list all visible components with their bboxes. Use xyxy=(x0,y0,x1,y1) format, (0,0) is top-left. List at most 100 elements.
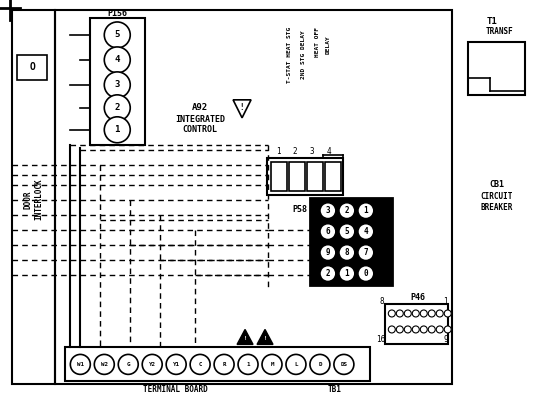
Circle shape xyxy=(444,310,451,317)
Circle shape xyxy=(238,354,258,374)
Text: G: G xyxy=(126,362,130,367)
Text: 1: 1 xyxy=(443,297,448,306)
Polygon shape xyxy=(233,100,251,118)
Circle shape xyxy=(118,354,138,374)
Circle shape xyxy=(428,310,435,317)
Text: W1: W1 xyxy=(77,362,84,367)
Text: 9: 9 xyxy=(326,248,330,257)
Text: 1: 1 xyxy=(276,147,280,156)
Text: TRANSF: TRANSF xyxy=(486,27,514,36)
Circle shape xyxy=(320,224,336,240)
Circle shape xyxy=(286,354,306,374)
Text: M: M xyxy=(270,362,274,367)
Circle shape xyxy=(320,265,336,282)
Text: 2: 2 xyxy=(293,147,297,156)
Text: O: O xyxy=(29,62,35,72)
Text: Y2: Y2 xyxy=(148,362,156,367)
Text: 9: 9 xyxy=(443,335,448,344)
Circle shape xyxy=(436,310,443,317)
Text: Y1: Y1 xyxy=(173,362,179,367)
Polygon shape xyxy=(257,329,273,344)
Text: L: L xyxy=(294,362,297,367)
Circle shape xyxy=(412,326,419,333)
Text: D: D xyxy=(318,362,322,367)
Text: TB1: TB1 xyxy=(328,385,342,394)
Circle shape xyxy=(339,203,355,219)
Circle shape xyxy=(420,310,427,317)
Circle shape xyxy=(320,245,336,261)
Circle shape xyxy=(339,265,355,282)
Text: 7: 7 xyxy=(363,248,368,257)
Text: 3: 3 xyxy=(310,147,314,156)
Text: 3: 3 xyxy=(326,206,330,215)
Circle shape xyxy=(70,354,90,374)
Circle shape xyxy=(142,354,162,374)
Text: 5: 5 xyxy=(115,30,120,40)
Circle shape xyxy=(339,245,355,261)
Text: P156: P156 xyxy=(107,9,127,19)
Circle shape xyxy=(334,354,354,374)
Circle shape xyxy=(320,203,336,219)
Circle shape xyxy=(388,310,396,317)
Circle shape xyxy=(94,354,114,374)
Text: 3: 3 xyxy=(115,80,120,89)
Text: 2: 2 xyxy=(345,206,349,215)
Circle shape xyxy=(358,245,374,261)
Text: T1: T1 xyxy=(486,17,497,26)
Text: 4: 4 xyxy=(327,147,331,156)
Circle shape xyxy=(104,47,130,73)
Text: CONTROL: CONTROL xyxy=(183,125,218,134)
Circle shape xyxy=(358,224,374,240)
Text: HEAT OFF: HEAT OFF xyxy=(315,27,320,57)
Circle shape xyxy=(358,265,374,282)
Text: 16: 16 xyxy=(376,335,386,344)
Circle shape xyxy=(436,326,443,333)
Circle shape xyxy=(428,326,435,333)
Text: 2: 2 xyxy=(326,269,330,278)
Text: 8: 8 xyxy=(379,297,384,306)
Text: 0: 0 xyxy=(363,269,368,278)
Circle shape xyxy=(339,224,355,240)
Circle shape xyxy=(262,354,282,374)
Text: 1: 1 xyxy=(363,206,368,215)
Text: 8: 8 xyxy=(345,248,349,257)
Text: DS: DS xyxy=(340,362,347,367)
Text: C: C xyxy=(198,362,202,367)
Circle shape xyxy=(396,310,403,317)
Circle shape xyxy=(104,95,130,121)
Circle shape xyxy=(104,117,130,143)
Circle shape xyxy=(214,354,234,374)
Text: DELAY: DELAY xyxy=(325,36,330,54)
Text: A92: A92 xyxy=(192,103,208,112)
Text: !: ! xyxy=(243,336,247,341)
Circle shape xyxy=(310,354,330,374)
Text: P58: P58 xyxy=(292,205,307,214)
Text: !: ! xyxy=(263,336,266,341)
Text: BREAKER: BREAKER xyxy=(480,203,513,212)
Circle shape xyxy=(412,310,419,317)
Text: 2: 2 xyxy=(115,103,120,112)
Text: W2: W2 xyxy=(101,362,108,367)
Circle shape xyxy=(444,326,451,333)
Text: 5: 5 xyxy=(345,227,349,236)
Text: 2ND STG DELAY: 2ND STG DELAY xyxy=(301,30,306,79)
Circle shape xyxy=(190,354,210,374)
Circle shape xyxy=(104,22,130,48)
Text: DOOR
INTERLOCK: DOOR INTERLOCK xyxy=(24,179,43,220)
Text: 4: 4 xyxy=(363,227,368,236)
Text: CIRCUIT: CIRCUIT xyxy=(480,192,513,201)
Circle shape xyxy=(166,354,186,374)
Text: 1: 1 xyxy=(115,125,120,134)
Circle shape xyxy=(420,326,427,333)
Text: P46: P46 xyxy=(411,293,425,302)
Text: !: ! xyxy=(240,103,244,112)
Text: R: R xyxy=(222,362,226,367)
Circle shape xyxy=(396,326,403,333)
Polygon shape xyxy=(237,329,253,344)
Text: 1: 1 xyxy=(247,362,250,367)
Circle shape xyxy=(404,326,411,333)
Circle shape xyxy=(404,310,411,317)
Text: T-STAT HEAT STG: T-STAT HEAT STG xyxy=(288,27,293,83)
Circle shape xyxy=(104,72,130,98)
Text: 4: 4 xyxy=(115,55,120,64)
